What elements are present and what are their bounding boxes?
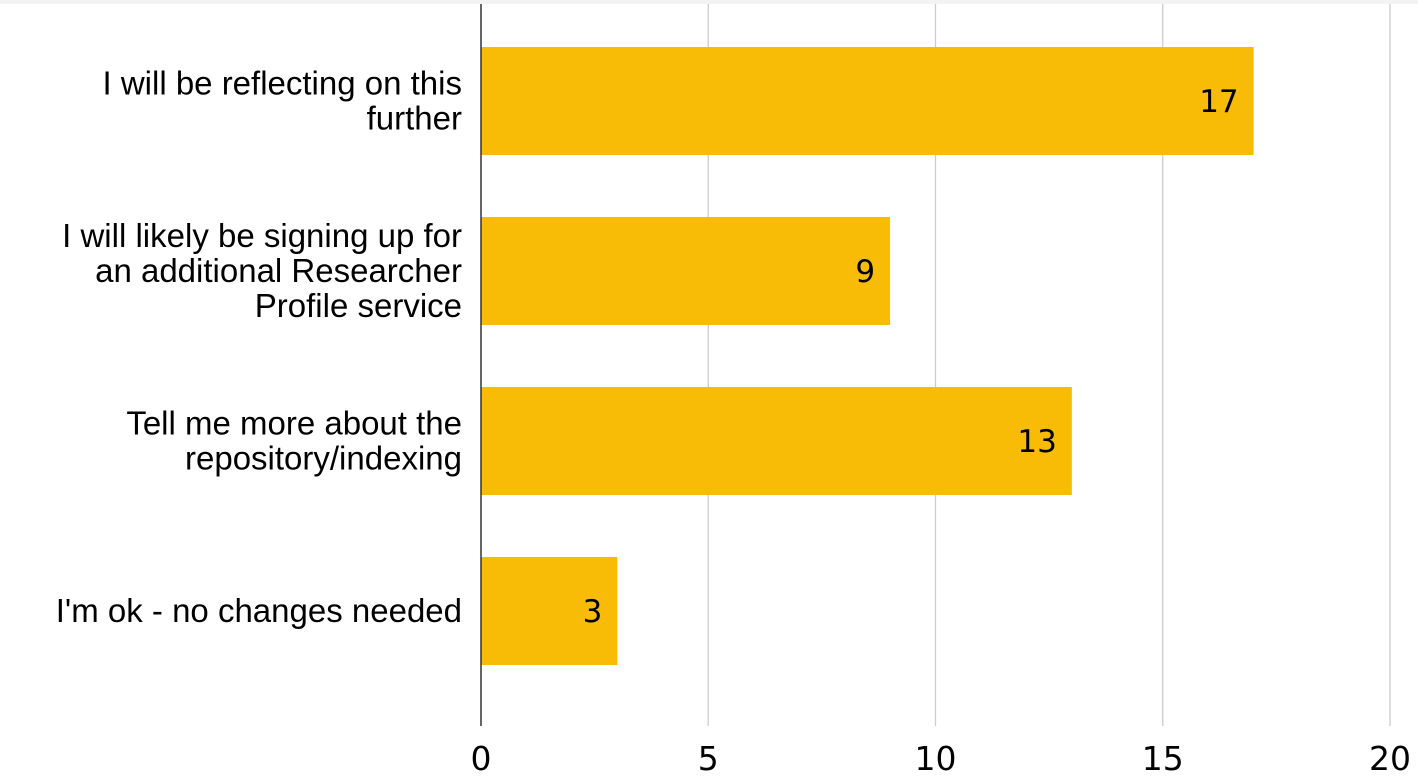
category-label-line: Profile service — [255, 287, 462, 324]
category-label: Tell me more about therepository/indexin… — [126, 405, 462, 477]
top-edge-strip — [0, 0, 1418, 4]
category-label-line: Tell me more about the — [126, 405, 462, 442]
data-label: 9 — [855, 254, 875, 290]
data-label: 17 — [1199, 84, 1238, 120]
x-tick-label: 15 — [1142, 739, 1184, 776]
category-label: I'm ok - no changes needed — [56, 592, 462, 629]
data-label: 3 — [583, 594, 603, 630]
bar — [481, 217, 891, 325]
data-label: 13 — [1017, 424, 1056, 460]
category-label-line: repository/indexing — [185, 440, 462, 477]
category-label-line: I'm ok - no changes needed — [56, 592, 462, 629]
x-tick-label: 10 — [915, 739, 957, 776]
x-tick-label: 5 — [698, 739, 719, 776]
category-label-line: I will be reflecting on this — [102, 65, 462, 102]
x-tick-label: 0 — [471, 739, 492, 776]
category-label-line: I will likely be signing up for — [62, 217, 462, 254]
category-label-line: further — [367, 100, 462, 137]
bar — [481, 557, 618, 665]
bar — [481, 387, 1072, 495]
x-axis-tick-labels: 0 5 10 15 20 — [471, 739, 1412, 776]
bars: 17 9 13 3 — [481, 47, 1254, 665]
category-label-line: an additional Researcher — [95, 252, 462, 289]
bar — [481, 47, 1254, 155]
x-tick-label: 20 — [1369, 739, 1411, 776]
